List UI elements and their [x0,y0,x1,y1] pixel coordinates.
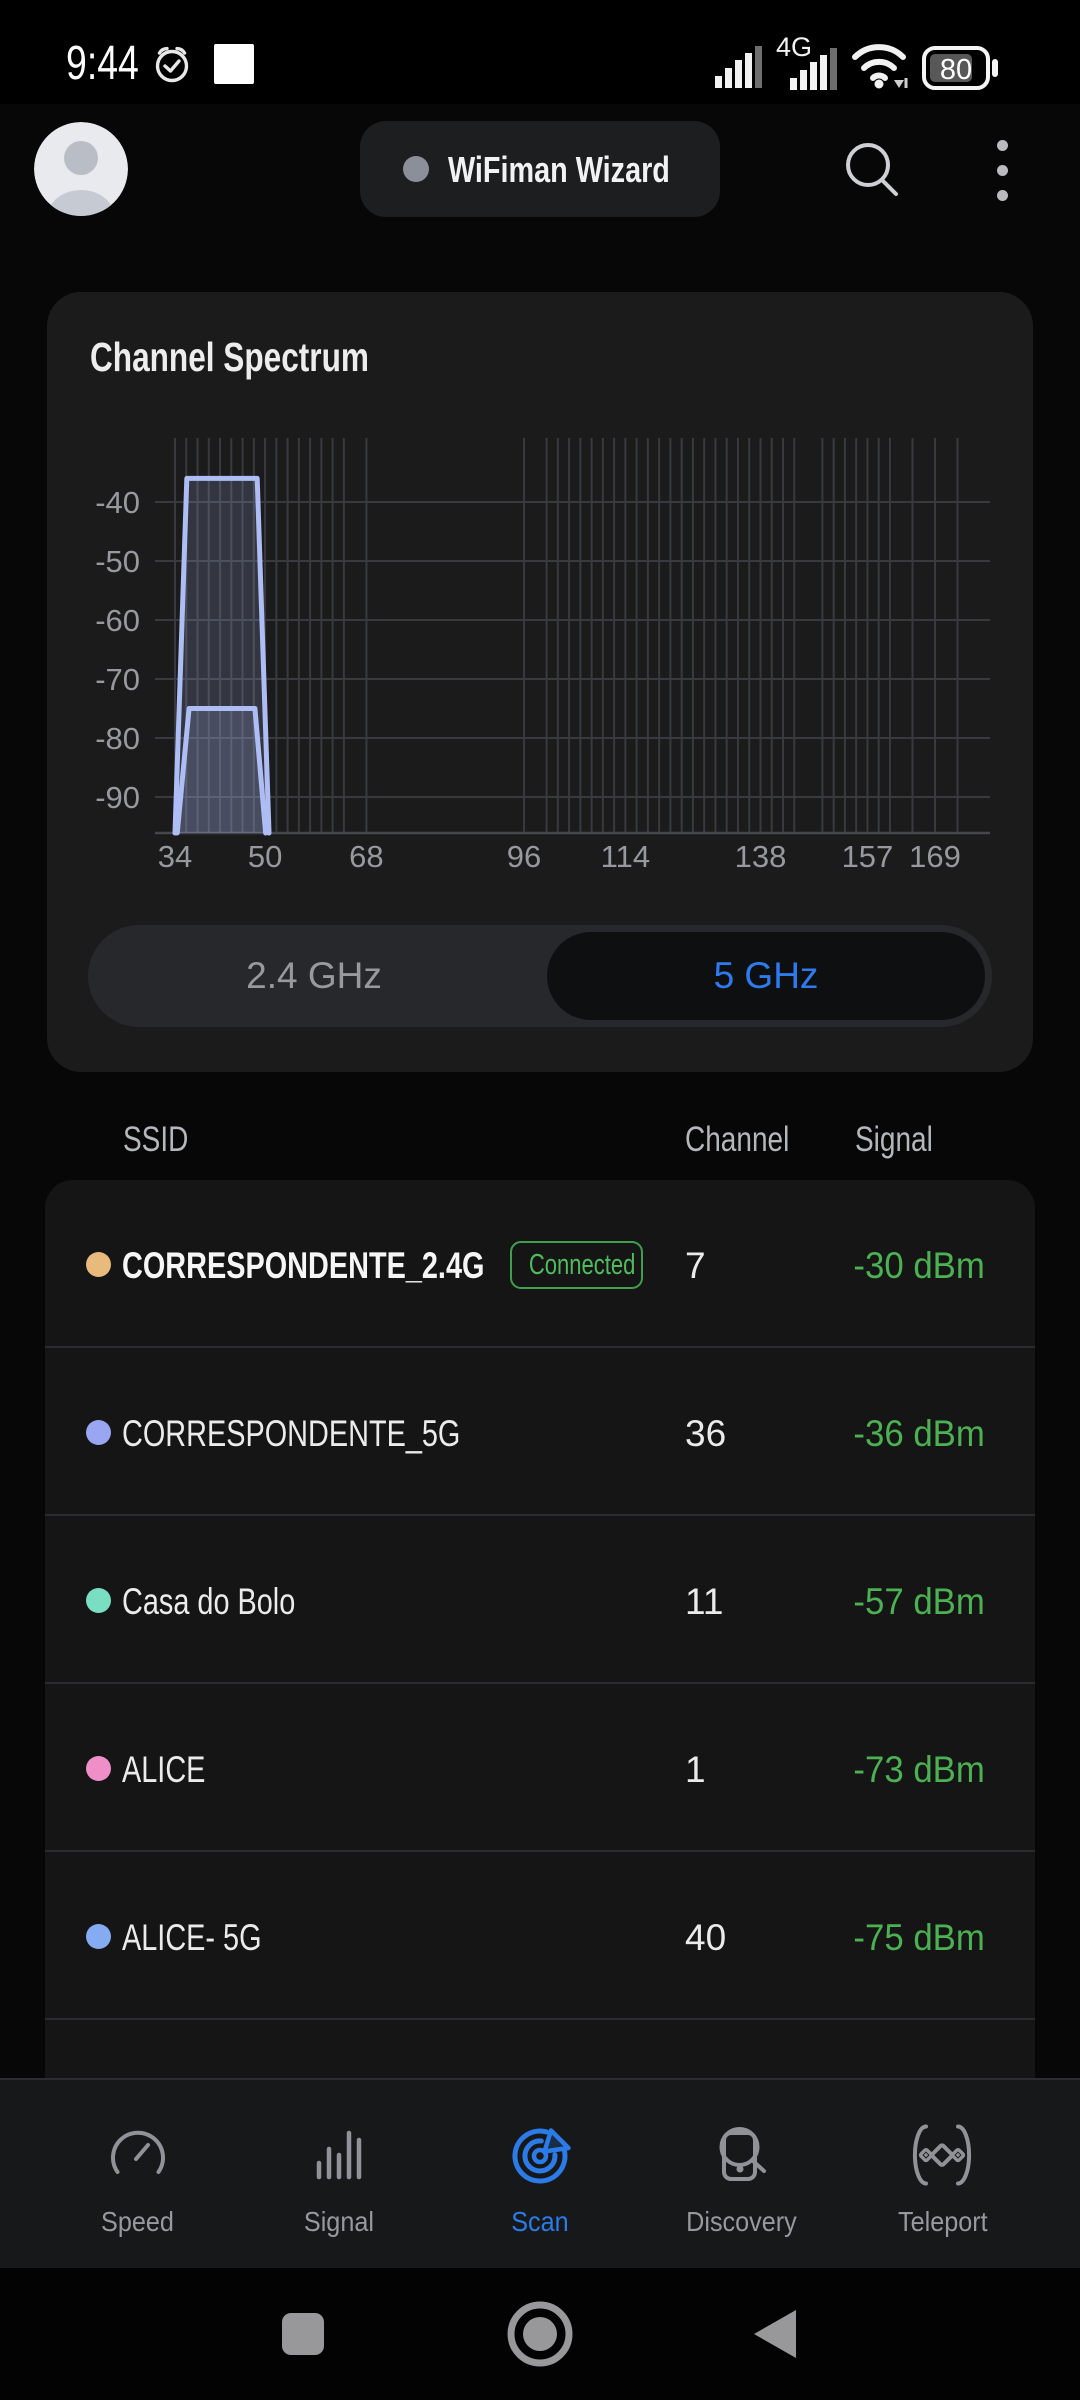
network-table-header: SSID Channel Signal [0,1120,1080,1166]
column-header-channel: Channel [685,1120,790,1159]
device-status-dot [403,156,429,182]
channel-spectrum-card: Channel Spectrum -40 -50 -60 -70 -80 -90 34 50 6… [47,292,1033,1072]
network-color-dot [86,1252,111,1277]
svg-text:114: 114 [601,839,650,874]
svg-text:-60: -60 [95,603,140,638]
svg-text:-80: -80 [95,721,140,756]
network-ssid: CORRESPONDENTE_5G [122,1413,461,1454]
network-channel: 1 [685,1749,706,1790]
network-ssid: ALICE- 5G [122,1917,262,1958]
network-row[interactable]: CORRESPONDENTE_5GConnected36-36 dBm [45,1348,1035,1516]
svg-text:50: 50 [248,839,282,874]
nav-item-teleport[interactable]: Teleport [842,2080,1043,2268]
band-segment-label: 5 GHz [713,955,819,996]
recents-button[interactable] [233,2268,373,2400]
svg-text:34: 34 [158,839,192,874]
android-nav-bar [0,2268,1080,2400]
back-button[interactable] [705,2268,845,2400]
bottom-nav: Speed Signal Scan Discovery Teleport [0,2078,1080,2268]
network-ssid: ALICE [122,1749,206,1790]
app-header: WiFiman Wizard [0,104,1080,254]
device-selector-label: WiFiman Wizard [448,149,670,190]
connected-badge: Connected [510,1241,644,1289]
back-triangle-icon [754,2310,796,2358]
nav-item-speed[interactable]: Speed [37,2080,238,2268]
cell-signal-4g-icon: 4G [776,34,837,90]
status-bar: 9:44 4G [0,0,1080,104]
nav-item-scan[interactable]: Scan [439,2080,640,2268]
nav-item-label: Scan [511,2206,569,2237]
home-circle-icon [507,2301,573,2367]
network-ssid: CORRESPONDENTE_2.4G [122,1245,485,1286]
alarm-icon [156,46,189,82]
network-row[interactable]: ALICE- 5GConnected40-75 dBm [45,1852,1035,2020]
network-signal: -36 dBm [853,1413,985,1454]
svg-text:96: 96 [507,839,541,874]
svg-text:4G: 4G [776,34,812,62]
speedometer-icon [103,2120,173,2190]
svg-text:-50: -50 [95,544,140,579]
avatar[interactable] [34,122,128,216]
device-search-icon [706,2120,776,2190]
network-color-dot [86,1756,111,1781]
nav-item-label: Discovery [685,2206,797,2237]
recents-square-icon [282,2313,324,2355]
wifi-icon [852,44,908,89]
device-selector-button[interactable]: WiFiman Wizard [360,121,720,217]
nav-item-signal[interactable]: Signal [238,2080,439,2268]
network-color-dot [86,1420,111,1445]
signal-bars-icon [304,2120,374,2190]
teleport-icon [907,2120,977,2190]
svg-text:138: 138 [735,839,787,874]
kebab-dot [996,139,1008,151]
kebab-dot [996,164,1008,176]
overflow-menu-button[interactable] [966,134,1038,206]
connected-badge-label: Connected [529,1249,636,1281]
network-signal: -75 dBm [853,1917,985,1958]
svg-text:-70: -70 [95,662,140,697]
network-channel: 36 [685,1413,727,1454]
network-color-dot [86,1924,111,1949]
network-list: CORRESPONDENTE_2.4G Connected 7 -30 dBm CORR… [45,1180,1035,2078]
svg-text:157: 157 [842,839,894,874]
network-channel: 11 [685,1581,724,1622]
svg-text:-90: -90 [95,780,140,815]
network-ssid: Casa do Bolo [122,1581,296,1622]
status-time: 9:44 [66,37,139,90]
network-row[interactable]: CORRESPONDENTE_2.4G Connected 7 -30 dBm [45,1180,1035,1348]
notification-square-icon [214,43,255,84]
network-signal: -73 dBm [853,1749,985,1790]
spectrum-card-title: Channel Spectrum [90,334,369,380]
cell-signal-icon [715,46,762,88]
nav-item-label: Teleport [897,2206,988,2237]
svg-text:68: 68 [349,839,383,874]
home-button[interactable] [470,2268,610,2400]
kebab-dot [996,189,1008,201]
network-signal: -57 dBm [853,1581,985,1622]
radar-icon [505,2120,575,2190]
band-segment-2-4-ghz[interactable]: 2.4 GHz [95,932,533,1020]
column-header-signal: Signal [855,1120,933,1159]
search-icon [846,143,898,196]
network-channel: 7 [685,1245,706,1286]
band-segment-5-ghz[interactable]: 5 GHz [547,932,985,1020]
search-button[interactable] [836,134,908,206]
svg-text:-40: -40 [95,485,140,520]
band-segment-label: 2.4 GHz [246,955,382,996]
network-row[interactable]: ALICEConnected1-73 dBm [45,1684,1035,1852]
nav-item-discovery[interactable]: Discovery [641,2080,842,2268]
nav-item-label: Speed [101,2206,175,2237]
band-toggle: 2.4 GHz 5 GHz [88,925,992,1027]
nav-item-label: Signal [303,2206,374,2237]
channel-spectrum-chart: -40 -50 -60 -70 -80 -90 34 50 68 96 114 138 157 169 [95,438,990,874]
battery-percent-text: 80 [940,54,972,86]
network-row[interactable]: Casa do BoloConnected11-57 dBm [45,1516,1035,1684]
network-channel: 40 [685,1917,727,1958]
network-signal: -30 dBm [853,1245,985,1286]
battery-icon: 80 [922,46,998,90]
svg-text:169: 169 [909,839,961,874]
column-header-ssid: SSID [123,1120,189,1159]
network-color-dot [86,1588,111,1613]
